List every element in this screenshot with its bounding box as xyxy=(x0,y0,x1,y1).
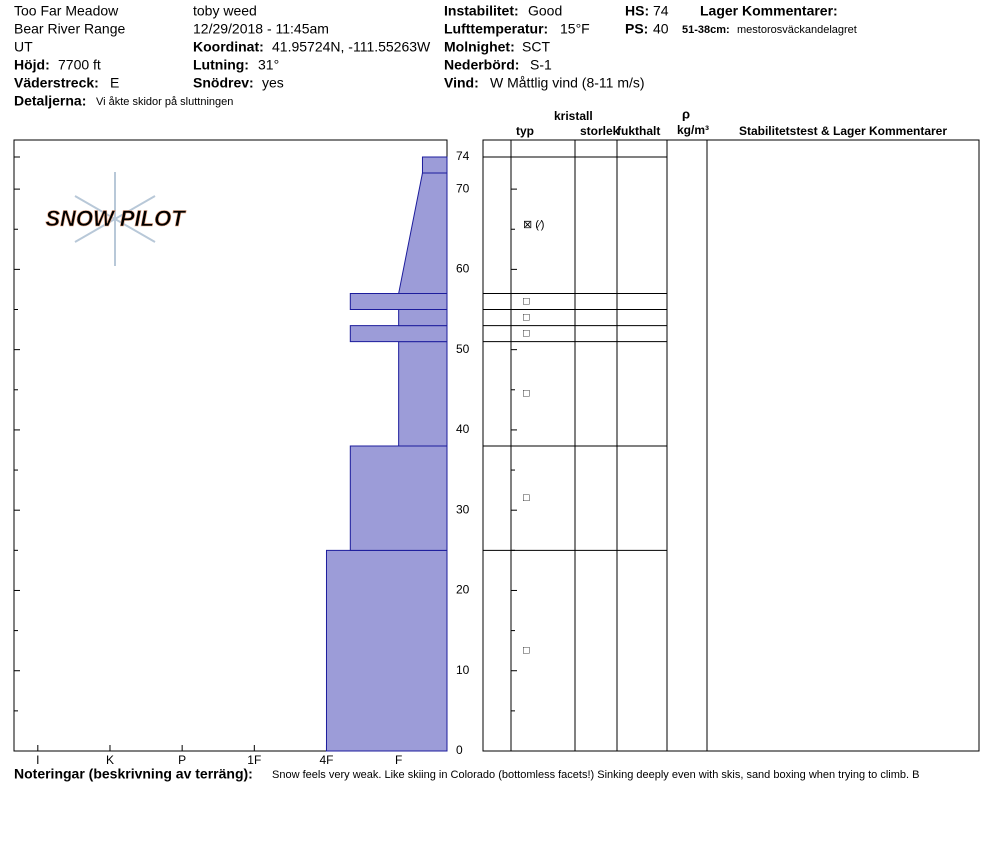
hardness-layer xyxy=(398,341,448,447)
text: ρ xyxy=(682,106,690,121)
text: 60 xyxy=(456,262,470,276)
text: Lufttemperatur: xyxy=(444,21,548,37)
text: Snow feels very weak. Like skiing in Col… xyxy=(272,769,919,781)
hardness-layer xyxy=(349,325,448,343)
text: 74 xyxy=(456,149,470,163)
text: Lutning: xyxy=(193,57,249,73)
text: Lager Kommentarer: xyxy=(700,3,838,19)
hardness-layer xyxy=(349,292,448,311)
text: Instabilitet: xyxy=(444,3,519,19)
text: Noteringar (beskrivning av terräng): xyxy=(14,766,253,782)
text: □ xyxy=(523,492,530,504)
text: Bear River Range xyxy=(14,21,125,37)
text: ⊠ (⁄) xyxy=(523,219,544,231)
text: 50 xyxy=(456,342,470,356)
text: Too Far Meadow xyxy=(14,3,119,19)
text: Good xyxy=(528,3,562,19)
hardness-layer xyxy=(421,156,448,174)
text: 70 xyxy=(456,181,470,195)
text: mestorosväckandelagret xyxy=(737,24,857,36)
text: □ xyxy=(523,311,530,323)
text: E xyxy=(110,75,119,91)
text: 74 xyxy=(653,3,669,19)
text: Vind: xyxy=(444,75,479,91)
text: 4F xyxy=(319,753,333,767)
text: typ xyxy=(516,124,534,138)
text: □ xyxy=(523,388,530,400)
text: kg/m³ xyxy=(677,123,709,137)
text: Höjd: xyxy=(14,57,50,73)
text: Snödrev: xyxy=(193,75,254,91)
text: 15°F xyxy=(560,21,590,37)
text: 30 xyxy=(456,502,470,516)
hardness-layer xyxy=(349,445,448,551)
text: Nederbörd: xyxy=(444,57,519,73)
text: 1F xyxy=(247,753,261,767)
text: □ xyxy=(523,645,530,657)
text: P xyxy=(178,753,186,767)
text: 0 xyxy=(456,743,463,757)
text: S-1 xyxy=(530,57,552,73)
text: toby weed xyxy=(193,3,257,19)
text: 7700 ft xyxy=(58,57,101,73)
text: 10 xyxy=(456,663,470,677)
text: Koordinat: xyxy=(193,39,264,55)
text: □ xyxy=(523,295,530,307)
text: Molnighet: xyxy=(444,39,515,55)
hardness-layer xyxy=(398,309,448,327)
text: 31° xyxy=(258,57,279,73)
text: Detaljerna: xyxy=(14,93,86,109)
text: Vi åkte skidor på sluttningen xyxy=(96,96,233,108)
hardness-layer xyxy=(398,172,448,294)
text: K xyxy=(106,753,114,767)
text: 12/29/2018 - 11:45am xyxy=(193,21,329,37)
text: □ xyxy=(523,328,530,340)
text: fukthalt xyxy=(617,124,660,138)
text: 40 xyxy=(456,422,470,436)
logo-flake xyxy=(74,172,156,266)
text: Stabilitetstest & Lager Kommentarer xyxy=(739,124,947,138)
text: kristall xyxy=(554,109,593,123)
text: yes xyxy=(262,75,284,91)
text: I xyxy=(36,753,39,767)
text: 20 xyxy=(456,583,470,597)
text: F xyxy=(395,753,402,767)
text: PS: xyxy=(625,21,648,37)
text: Väderstreck: xyxy=(14,75,99,91)
text: SCT xyxy=(522,39,550,55)
logo: SNOW PILOT xyxy=(45,206,186,231)
text: HS: xyxy=(625,3,649,19)
text: storlek xyxy=(580,124,620,138)
text: 40 xyxy=(653,21,669,37)
text: 51-38cm: xyxy=(682,24,730,36)
text: UT xyxy=(14,39,33,55)
text: 41.95724N, -111.55263W xyxy=(272,39,431,55)
hardness-layer xyxy=(325,549,448,752)
text: W Måttlig vind (8-11 m/s) xyxy=(490,75,645,91)
